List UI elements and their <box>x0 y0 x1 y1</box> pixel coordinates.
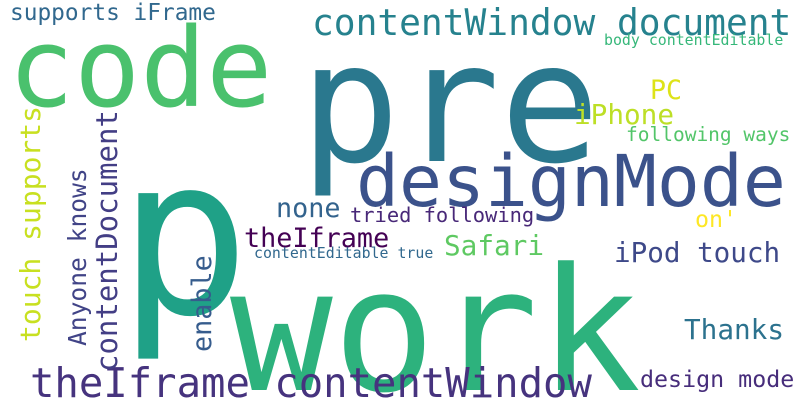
word-following-ways: following ways <box>626 123 791 147</box>
word-thanks: Thanks <box>684 313 785 347</box>
word-ipod-touch: iPod touch <box>614 236 781 270</box>
word-enable: enable <box>186 255 218 353</box>
word-touch-supports: touch supports <box>14 105 47 342</box>
word-contentdocument: contentDocument <box>90 110 125 372</box>
word-contenteditable-true: contentEditable true <box>254 243 434 262</box>
word-theiframe-contentwindow: theIframe contentWindow <box>30 358 592 400</box>
word-body-contenteditable: body contentEditable <box>604 30 784 49</box>
word-supports-iframe: supports iFrame <box>10 0 216 26</box>
word-none: none <box>276 192 341 224</box>
word-code: code <box>8 4 273 133</box>
word-anyone-knows: Anyone knows <box>62 168 92 346</box>
word-theiframe: theIframe <box>244 222 390 254</box>
word-p: p <box>118 109 251 366</box>
word-pc: PC <box>650 74 683 106</box>
word-on: on' <box>695 206 738 234</box>
word-iphone: iPhone <box>574 98 675 132</box>
word-pre: pre <box>300 7 600 201</box>
word-contentwindow-document: contentWindow document <box>312 0 792 44</box>
word-work: work <box>230 232 642 400</box>
word-design-mode: design mode <box>640 366 795 394</box>
word-designmode: designMode <box>356 140 786 224</box>
word-tried-following: tried following <box>350 202 535 227</box>
word-safari: Safari <box>444 229 545 263</box>
